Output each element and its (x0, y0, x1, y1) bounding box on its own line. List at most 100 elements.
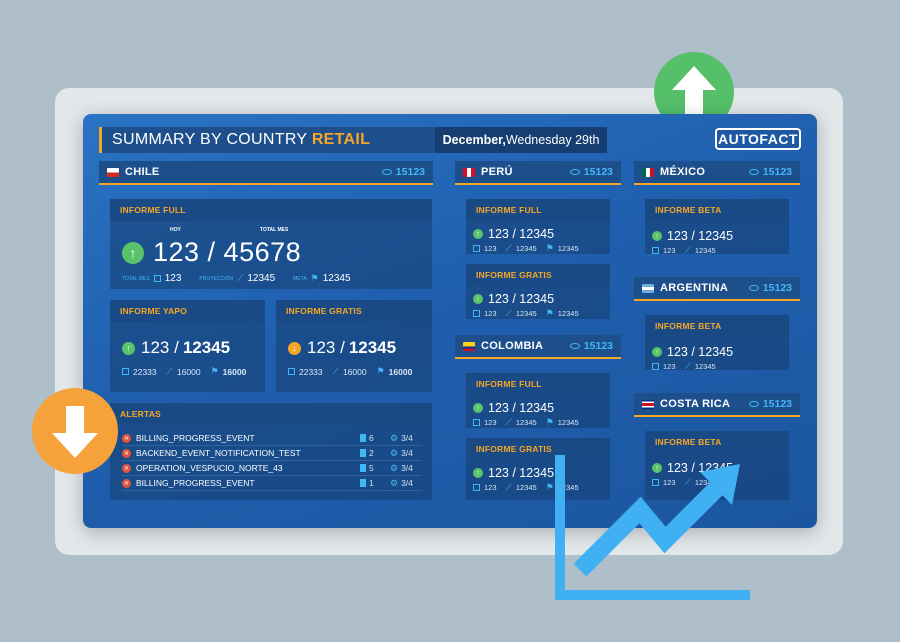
eye-icon (748, 169, 759, 175)
country-header-argentina: ARGENTINA 15123 (634, 277, 800, 301)
dashboard-screen: SUMMARY BY COUNTRY RETAIL December, Wedn… (83, 114, 817, 528)
full-stats: TOTAL MES 123 PROYECCIÓN ⟋ 12345 META ⚑ … (122, 273, 351, 284)
trend-icon: ⟋ (332, 366, 339, 376)
card-informe-gratis-chile: INFORME GRATIS ↓ 123 / 12345 22333 ⟋ 1600… (276, 300, 432, 392)
down-arrow-icon: ↓ (288, 341, 301, 355)
gratis-value: ↓ 123 / 12345 (288, 338, 396, 358)
autofact-logo: AUTOFACT (715, 128, 801, 150)
trend-icon: ⟋ (505, 482, 512, 492)
colombia-section: COLOMBIA 15123 (455, 335, 621, 359)
error-icon: ✕ (122, 433, 131, 443)
error-icon: ✕ (122, 448, 131, 458)
trend-icon: ⟋ (237, 273, 244, 283)
flag-icon: ⚑ (545, 417, 554, 427)
card-label: INFORME FULL (110, 199, 432, 221)
card-label: INFORME GRATIS (466, 264, 610, 286)
gears-icon: ⚙ (390, 447, 399, 458)
calendar-icon (473, 310, 480, 317)
views-counter: 15123 (381, 166, 425, 178)
growth-chart-icon (555, 455, 750, 600)
full-main-value: ↑ 123 / 45678 (122, 237, 301, 268)
hoy-label: HOY (170, 227, 181, 233)
flag-icon: ⚑ (310, 273, 319, 283)
up-arrow-icon: ↑ (652, 231, 662, 241)
colombia-flag-icon (463, 341, 475, 351)
peru-section: PERÚ 15123 (455, 161, 621, 185)
views-counter: 15123 (569, 166, 613, 178)
document-icon (360, 449, 366, 457)
alert-row[interactable]: ✕ OPERATION_VESPUCIO_NORTE_43 5 ⚙ 3/4 (122, 461, 422, 476)
up-arrow-icon: ↑ (122, 241, 144, 264)
card-informe-full-chile: INFORME FULL HOY TOTAL MES ↑ 123 / 45678… (110, 199, 432, 289)
eye-icon (748, 401, 759, 407)
card-label: INFORME GRATIS (466, 438, 610, 460)
views-counter: 15123 (569, 340, 613, 352)
alert-row[interactable]: ✕ BILLING_PROGRESS_EVENT 6 ⚙ 3/4 (122, 431, 422, 446)
country-header-chile: CHILE 15123 (99, 161, 433, 185)
argentina-section: ARGENTINA 15123 (634, 277, 800, 301)
calendar-icon (473, 245, 480, 252)
gratis-stats: 22333 ⟋ 16000 ⚑ 16000 (288, 366, 412, 377)
up-arrow-icon: ↑ (122, 341, 135, 355)
card-informe-gratis-colombia: INFORME GRATIS ↑ 123 / 12345 123 ⟋ 12345 ⚑ 12… (466, 438, 610, 500)
views-counter: 15123 (748, 398, 792, 410)
error-icon: ✕ (122, 463, 131, 473)
card-informe-gratis-peru: INFORME GRATIS ↑ 123 / 12345 123 ⟋ 12345 ⚑ 12… (466, 264, 610, 319)
flag-icon: ⚑ (545, 243, 554, 253)
title-bar: SUMMARY BY COUNTRY RETAIL December, Wedn… (99, 127, 607, 153)
eye-icon (569, 343, 580, 349)
card-informe-beta-mexico: INFORME BETA ↑ 123 / 12345 123 ⟋ 12345 (645, 199, 789, 255)
down-arrow-badge-icon (32, 388, 118, 474)
eye-icon (381, 169, 392, 175)
mexico-flag-icon (642, 167, 654, 177)
flag-icon: ⚑ (210, 366, 219, 376)
alerts-list: ✕ BILLING_PROGRESS_EVENT 6 ⚙ 3/4 ✕ BACKEND_EV… (122, 431, 422, 491)
flag-icon: ⚑ (545, 308, 554, 318)
calendar-icon (122, 368, 129, 375)
yapo-stats: 22333 ⟋ 16000 ⚑ 16000 (122, 366, 246, 377)
card-informe-full-colombia: INFORME FULL ↑ 123 / 12345 123 ⟋ 12345 ⚑ 1234… (466, 373, 610, 428)
gears-icon: ⚙ (390, 477, 399, 488)
trend-icon: ⟋ (684, 245, 691, 255)
costa-rica-section: COSTA RICA 15123 (634, 393, 800, 417)
flag-icon: ⚑ (545, 482, 554, 492)
calendar-icon (652, 247, 659, 254)
country-header-mexico: MÉXICO 15123 (634, 161, 800, 185)
argentina-flag-icon (642, 283, 654, 293)
up-arrow-icon: ↑ (473, 229, 483, 239)
title-highlight: RETAIL (311, 131, 371, 148)
calendar-icon (288, 368, 295, 375)
up-arrow-icon: ↑ (473, 294, 483, 304)
card-label: INFORME BETA (645, 199, 789, 221)
up-arrow-icon: ↑ (652, 463, 662, 473)
card-informe-yapo: INFORME YAPO ↑ 123 / 12345 22333 ⟋ 16000 … (110, 300, 265, 392)
eye-icon (748, 285, 759, 291)
up-arrow-icon: ↑ (473, 403, 483, 413)
trend-icon: ⟋ (505, 417, 512, 427)
eye-icon (569, 169, 580, 175)
calendar-icon (652, 363, 659, 370)
country-header-colombia: COLOMBIA 15123 (455, 335, 621, 359)
alert-row[interactable]: ✕ BACKEND_EVENT_NOTIFICATION_TEST 2 ⚙ 3/4 (122, 446, 422, 461)
up-arrow-icon: ↑ (473, 468, 483, 478)
card-label: INFORME BETA (645, 431, 789, 453)
mexico-section: MÉXICO 15123 (634, 161, 800, 185)
views-counter: 15123 (748, 166, 792, 178)
chile-section: CHILE 15123 (99, 161, 433, 185)
calendar-icon (153, 275, 161, 282)
trend-icon: ⟋ (505, 308, 512, 318)
trend-icon: ⟋ (684, 477, 691, 487)
calendar-icon (473, 484, 480, 491)
card-label: INFORME FULL (466, 199, 610, 221)
card-informe-full-peru: INFORME FULL ↑ 123 / 12345 123 ⟋ 12345 ⚑ 1234… (466, 199, 610, 254)
views-counter: 15123 (748, 282, 792, 294)
trend-icon: ⟋ (166, 366, 173, 376)
error-icon: ✕ (122, 478, 131, 488)
date-display: December, Wednesday 29th (435, 127, 607, 153)
total-mes-top-label: TOTAL MES (260, 227, 289, 233)
card-label: INFORME YAPO (110, 300, 265, 322)
country-header-peru: PERÚ 15123 (455, 161, 621, 185)
card-label: INFORME BETA (645, 315, 789, 337)
up-arrow-icon: ↑ (652, 347, 662, 357)
alert-row[interactable]: ✕ BILLING_PROGRESS_EVENT 1 ⚙ 3/4 (122, 476, 422, 491)
